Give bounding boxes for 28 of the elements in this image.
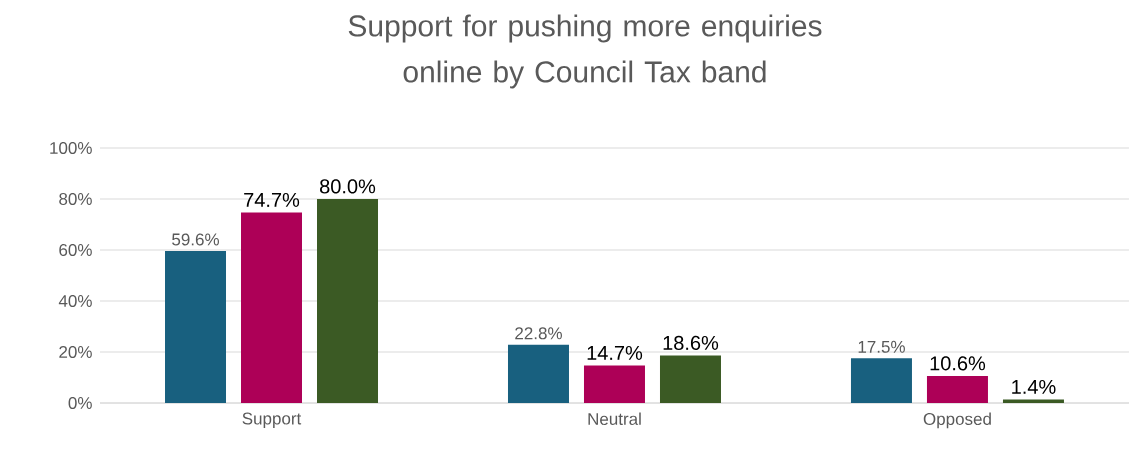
y-tick-label: 80% [59,192,92,206]
x-tick-label: Opposed [923,412,991,429]
data-label: 18.6% [663,335,719,351]
chart-title: Support for pushing more enquiries online by Council Tax band [348,14,822,89]
data-label: 10.6% [930,356,986,371]
y-tick-label: 20% [59,345,92,359]
bar [507,344,569,403]
data-label: 74.7% [244,192,300,207]
bar [926,375,988,403]
bar [165,251,227,403]
y-tick-label: 60% [59,243,92,257]
data-label: 59.6% [172,233,219,246]
data-label: 22.8% [515,327,562,340]
data-label: 14.7% [587,345,643,360]
y-tick-label: 40% [58,294,92,308]
bar [241,212,302,403]
data-label: 1.4% [1012,379,1056,394]
data-label: 17.5% [858,340,905,353]
bar [1002,399,1064,403]
data-label: 80.0% [320,179,376,194]
x-tick-label: Support [242,412,302,428]
bar [850,358,912,403]
bar [583,365,645,403]
bar [659,355,721,403]
bar [317,198,378,403]
x-tick-label: Neutral [588,412,641,426]
y-tick-label: 100% [50,141,92,155]
y-tick-label: 0% [68,396,92,410]
